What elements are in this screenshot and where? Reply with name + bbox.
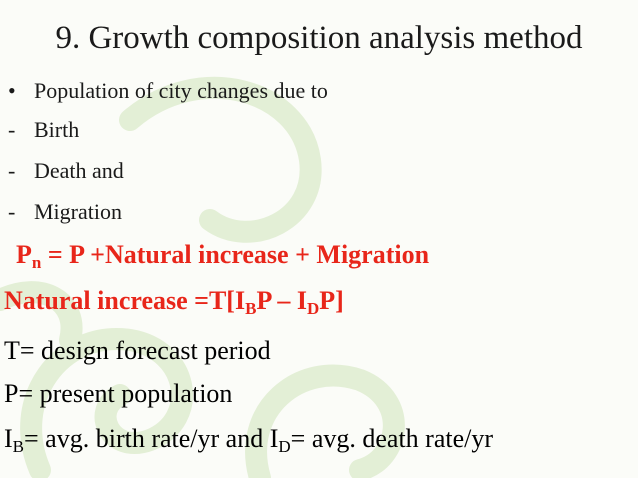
slide-title: 9. Growth composition analysis method xyxy=(55,20,583,56)
statement: Pn = P +Natural increase + Migration xyxy=(16,240,430,272)
bullet-text: Migration xyxy=(34,199,122,224)
statement: P= present population xyxy=(4,379,232,409)
bullet-text: Death and xyxy=(34,158,124,183)
statement-text: Natural increase =T[I xyxy=(4,286,246,315)
statement-text: I xyxy=(4,424,13,453)
statement: Natural increase =T[IBP – IDP] xyxy=(4,286,344,318)
bullet-item: - Death and xyxy=(8,158,124,184)
statement: IB= avg. birth rate/yr and ID= avg. deat… xyxy=(4,424,494,456)
bullet-marker: - xyxy=(8,199,16,224)
statement-text: P – I xyxy=(256,286,308,315)
subscript: B xyxy=(12,437,25,456)
bullet-item: - Migration xyxy=(8,199,122,225)
subscript: D xyxy=(278,437,291,456)
bullet-marker: - xyxy=(8,117,16,142)
subscript: B xyxy=(245,299,257,318)
subscript: D xyxy=(307,299,320,318)
statement-text: P xyxy=(16,240,32,269)
bullet-item: - Birth xyxy=(8,117,79,143)
bullet-item: • Population of city changes due to xyxy=(8,78,328,104)
statement: T= design forecast period xyxy=(4,336,271,366)
bullet-text: Birth xyxy=(34,117,80,142)
subscript: n xyxy=(31,253,42,272)
statement-text: P= present population xyxy=(4,379,233,408)
statement-text: = P +Natural increase + Migration xyxy=(41,240,430,269)
statement-text: = avg. birth rate/yr and I xyxy=(24,424,279,453)
statement-text: P] xyxy=(319,286,344,315)
bullet-text: Population of city changes due to xyxy=(34,78,328,103)
bullet-marker: - xyxy=(8,158,16,183)
statement-text: T= design forecast period xyxy=(4,336,271,365)
bullet-marker: • xyxy=(8,78,16,103)
statement-text: = avg. death rate/yr xyxy=(290,424,494,453)
